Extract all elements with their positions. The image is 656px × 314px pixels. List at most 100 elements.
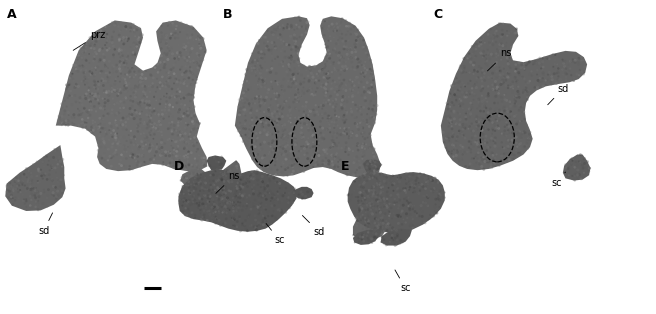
Point	[171, 73, 182, 78]
Point	[20, 168, 31, 173]
Point	[361, 210, 371, 215]
Point	[157, 137, 167, 142]
Point	[261, 115, 272, 120]
Point	[112, 86, 123, 91]
Point	[245, 101, 256, 106]
Point	[488, 152, 499, 157]
Point	[325, 94, 336, 99]
Point	[236, 186, 246, 191]
Point	[344, 31, 355, 36]
Point	[454, 110, 464, 115]
Point	[231, 208, 241, 213]
Point	[236, 193, 247, 198]
Point	[337, 36, 348, 41]
Point	[350, 49, 361, 54]
Point	[443, 124, 454, 129]
Point	[492, 118, 502, 123]
Point	[338, 78, 349, 83]
Point	[473, 123, 483, 128]
Point	[407, 190, 418, 195]
Point	[232, 219, 242, 224]
Point	[126, 75, 136, 80]
Point	[375, 187, 385, 192]
Point	[293, 71, 303, 76]
Point	[504, 70, 514, 75]
Point	[347, 83, 358, 88]
Point	[87, 125, 97, 130]
Point	[165, 102, 175, 107]
Point	[202, 209, 213, 214]
Point	[464, 89, 474, 94]
Point	[351, 122, 361, 127]
Point	[243, 149, 254, 154]
Point	[380, 229, 391, 234]
Point	[172, 89, 182, 94]
Point	[144, 99, 154, 104]
Point	[464, 106, 474, 111]
Point	[161, 153, 171, 158]
Point	[306, 156, 316, 161]
Point	[392, 232, 403, 237]
Point	[356, 173, 367, 178]
Point	[160, 66, 171, 71]
Point	[136, 99, 147, 104]
Point	[321, 147, 332, 152]
Point	[188, 162, 198, 167]
Point	[232, 198, 242, 203]
Point	[378, 213, 388, 218]
Point	[262, 165, 273, 170]
Point	[273, 118, 283, 123]
Point	[488, 128, 499, 133]
Point	[428, 181, 438, 186]
Point	[569, 78, 579, 83]
Point	[13, 196, 24, 201]
Point	[343, 164, 354, 169]
Point	[525, 92, 535, 97]
Point	[176, 47, 186, 52]
Point	[270, 78, 281, 84]
Point	[348, 100, 358, 105]
Point	[219, 198, 230, 203]
Point	[115, 141, 126, 146]
Point	[312, 139, 323, 144]
Point	[253, 86, 264, 91]
Point	[417, 183, 427, 188]
Point	[323, 38, 334, 43]
Point	[464, 51, 474, 56]
Point	[47, 166, 57, 171]
Point	[378, 217, 388, 222]
Point	[108, 88, 118, 93]
Point	[329, 25, 340, 30]
Point	[265, 179, 276, 184]
Point	[173, 116, 184, 121]
Point	[244, 179, 255, 184]
Point	[308, 133, 318, 138]
Point	[270, 109, 280, 114]
Point	[207, 187, 218, 192]
Point	[77, 57, 87, 62]
Point	[247, 187, 257, 192]
Point	[478, 125, 489, 130]
Point	[280, 144, 291, 149]
Point	[401, 214, 412, 219]
Point	[258, 124, 269, 129]
Point	[455, 102, 465, 107]
Point	[121, 35, 132, 40]
Point	[129, 136, 139, 141]
Point	[378, 184, 388, 189]
Point	[370, 225, 380, 230]
Point	[56, 122, 67, 127]
Point	[474, 119, 484, 124]
Point	[467, 102, 478, 107]
Point	[380, 225, 391, 230]
Point	[484, 40, 495, 45]
Point	[352, 160, 362, 165]
Point	[85, 100, 96, 106]
Point	[215, 163, 226, 168]
Point	[12, 179, 22, 184]
Point	[502, 61, 513, 66]
Point	[201, 194, 211, 199]
Point	[470, 133, 481, 138]
Point	[283, 196, 294, 201]
Point	[220, 170, 230, 175]
